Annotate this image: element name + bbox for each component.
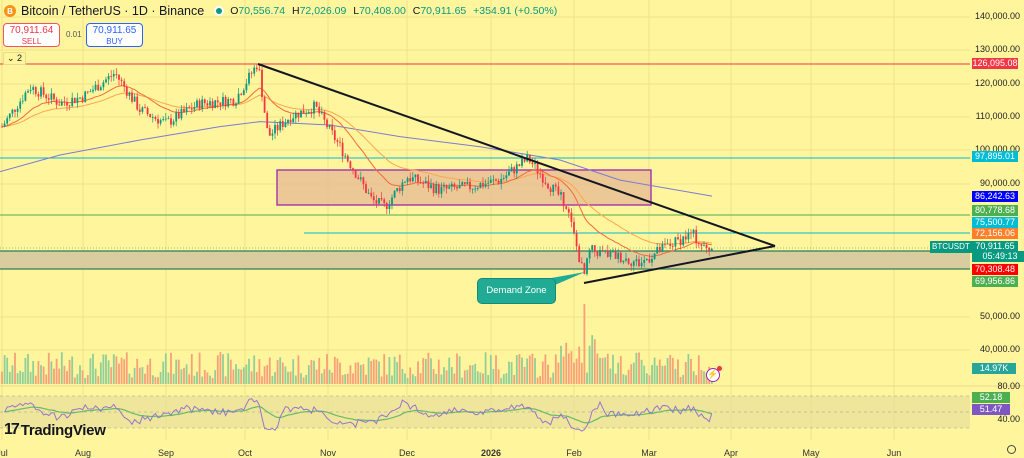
price-tag: 52.18 [972, 392, 1010, 403]
buy-price: 70,911.65 [92, 25, 137, 36]
price-tag: 86,242.63 [972, 191, 1018, 202]
tradingview-wordmark: TradingView [20, 421, 106, 439]
time-axis-label: Nov [319, 448, 337, 458]
chart-header: B Bitcoin / TetherUS · 1D · Binance O70,… [4, 3, 561, 19]
price-axis-label: 90,000.00 [979, 178, 1020, 188]
price-axis-label: 80.00 [997, 381, 1020, 391]
descending-trendline[interactable] [257, 63, 776, 247]
time-axis-label: Mar [641, 448, 657, 458]
price-axis-label: 40.00 [997, 414, 1020, 424]
consolidation-box[interactable] [276, 169, 652, 206]
price-tag: 70,911.65 [972, 241, 1018, 252]
change-value: +354.91 (+0.50%) [473, 5, 558, 17]
price-tag: 72,156.06 [972, 228, 1018, 239]
symbol-tag: BTCUSDT [930, 241, 972, 253]
rsi-line[interactable] [4, 398, 713, 432]
tradingview-logo-icon: 17 [4, 421, 20, 438]
close-value: 70,911.65 [420, 5, 467, 17]
buy-label: BUY [106, 37, 123, 46]
sell-price: 70,911.64 [9, 25, 54, 36]
price-tag: 80,778.68 [972, 205, 1018, 216]
price-tag: 70,308.48 [972, 264, 1018, 275]
price-axis-label: 40,000.00 [979, 344, 1020, 354]
price-tag: 69,956.86 [972, 276, 1018, 287]
ascending-trendline[interactable] [583, 245, 776, 284]
time-axis-label: Oct [237, 448, 253, 458]
candlestick-series[interactable] [1, 64, 713, 276]
spread-value: 0.01 [66, 30, 82, 39]
time-axis-label: Aug [74, 448, 92, 458]
ohlc-values: O70,556.74 H72,026.09 L70,408.00 C70,911… [230, 5, 558, 17]
high-value: 72,026.09 [299, 5, 347, 17]
time-axis-label: Dec [398, 448, 416, 458]
price-axis-label: 110,000.00 [975, 111, 1020, 121]
market-status-dot-icon [214, 6, 225, 16]
time-axis-label: Feb [566, 448, 582, 458]
settings-gear-icon[interactable] [1007, 445, 1016, 454]
demand-zone-callout[interactable]: Demand Zone [477, 278, 556, 304]
price-tag: 97,895.01 [972, 151, 1018, 162]
tradingview-logo[interactable]: 17 TradingView [4, 421, 106, 439]
time-axis-label: Jun [886, 448, 902, 458]
volume-bars[interactable] [1, 304, 713, 384]
ema-fast-line[interactable] [1, 85, 712, 258]
sell-button[interactable]: 70,911.64 SELL [3, 23, 60, 47]
price-tag: 05:49:13 [972, 251, 1024, 262]
bitcoin-icon: B [4, 5, 16, 17]
price-axis-label: 100,000.00 [974, 144, 1020, 154]
time-axis-label: 2026 [480, 448, 502, 458]
indicators-collapse-toggle[interactable]: ⌄ 2 [3, 52, 27, 65]
open-value: 70,556.74 [238, 5, 286, 17]
price-tag: 14.97K [972, 363, 1016, 374]
price-axis-label: 140,000.00 [974, 11, 1020, 21]
ema-slow-line[interactable] [1, 92, 712, 245]
price-tag: 126,095.08 [972, 58, 1018, 69]
demand-zone-band[interactable] [0, 251, 970, 269]
time-axis-label: Jul [0, 448, 8, 458]
lightning-alert-icon[interactable]: ⚡ [706, 366, 722, 382]
price-axis-label: 50,000.00 [979, 311, 1020, 321]
time-axis-label: May [802, 448, 820, 458]
low-value: 70,408.00 [359, 5, 406, 17]
symbol-title[interactable]: Bitcoin / TetherUS · 1D · Binance [21, 4, 205, 18]
time-axis-label: Sep [157, 448, 175, 458]
price-axis-label: 130,000.00 [974, 44, 1020, 54]
price-axis-label: 120,000.00 [974, 78, 1020, 88]
price-tag: 75,500.77 [972, 217, 1018, 228]
time-axis-label: Apr [723, 448, 739, 458]
buy-button[interactable]: 70,911.65 BUY [86, 23, 143, 47]
price-tag: 51.47 [972, 404, 1010, 415]
sell-label: SELL [21, 37, 42, 46]
